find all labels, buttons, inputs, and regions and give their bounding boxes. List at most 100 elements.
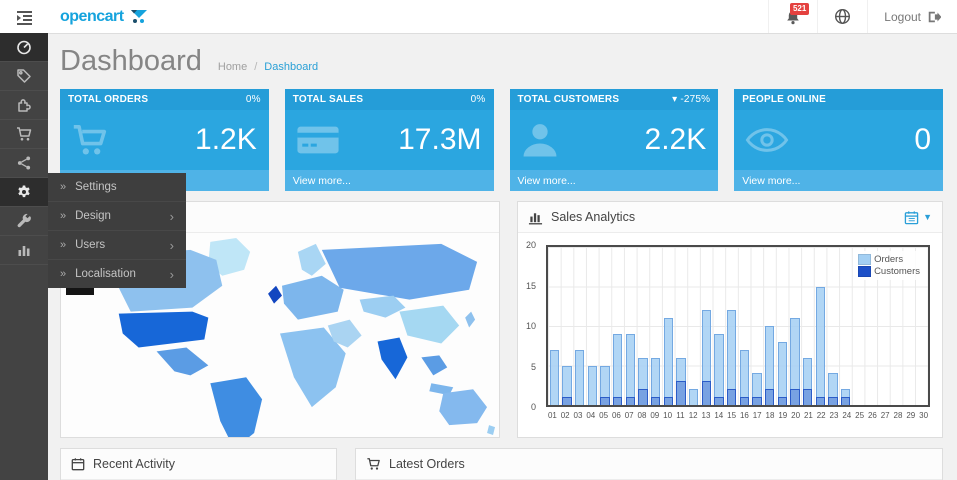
flyout-item-settings[interactable]: » Settings [48,173,186,201]
shopping-cart-icon [366,457,381,471]
recent-activity-header: Recent Activity [61,449,336,480]
bar-customers-19 [777,397,788,405]
sales-analytics-panel: Sales Analytics ▼ 0 5 10 15 20 Order [517,201,943,438]
x-axis-tick: 03 [573,411,583,420]
bar-customers-09 [650,397,661,405]
sales-chart-plot: Orders Customers [546,245,930,407]
system-flyout-menu: » Settings » Design › » Users › » Locali… [48,173,186,295]
x-axis-tick: 19 [778,411,788,420]
bar-customers-22 [815,397,826,405]
tile-people-online: PEOPLE ONLINE 0 View more... [734,89,943,191]
x-axis-tick: 02 [560,411,570,420]
logout-label: Logout [884,9,921,24]
sales-chart-ylabels: 0 5 10 15 20 [520,240,540,412]
tile-change: -275% [680,94,711,105]
bar-customers-05 [600,397,610,405]
bar-customers-13 [701,381,712,405]
catalog-tag-icon [16,68,32,84]
x-axis-tick: 07 [624,411,634,420]
chart-legend: Orders Customers [854,251,924,280]
bottom-row: Recent Activity Latest Orders [60,448,943,480]
x-axis-tick: 15 [727,411,737,420]
flyout-item-users[interactable]: » Users › [48,230,186,259]
bar-customers-17 [752,397,762,405]
tile-value: 1.2K [195,123,257,156]
sales-analytics-header: Sales Analytics ▼ [518,202,942,233]
y-axis-tick: 20 [525,240,536,250]
tile-change: 0% [470,94,486,105]
bar-orders-17 [752,373,762,405]
bar-orders-07 [625,333,636,405]
sidebar-item-catalog[interactable] [0,62,48,91]
tile-label: TOTAL CUSTOMERS [517,94,620,105]
sales-analytics-chart: 0 5 10 15 20 Orders Customers [518,233,942,437]
sidebar-item-sales[interactable] [0,120,48,149]
flyout-item-localisation[interactable]: » Localisation › [48,259,186,288]
sidebar-item-extensions[interactable] [0,91,48,120]
shopping-cart-icon [70,122,116,158]
date-range-button[interactable]: ▼ [904,210,932,225]
header-actions: 521 Logout [768,0,957,33]
view-more-link[interactable]: View more... [734,170,943,191]
panel-title: Recent Activity [93,457,175,471]
breadcrumb-home-link[interactable]: Home [217,61,248,73]
panel-title: Sales Analytics [551,210,636,224]
tile-value: 2.2K [644,123,707,156]
sidebar-item-system[interactable] [0,178,48,207]
bar-orders-24 [840,389,851,405]
calendar-icon [71,457,85,471]
tile-label: TOTAL SALES [292,94,364,105]
x-axis-tick: 12 [688,411,698,420]
reports-chart-icon [16,242,32,258]
opencart-cart-icon [128,9,152,24]
page-header: Dashboard Home / Dashboard [60,35,943,87]
x-axis-tick: 22 [816,411,826,420]
x-axis-tick: 29 [906,411,916,420]
sidebar-item-marketing[interactable] [0,149,48,178]
sidebar-item-tools[interactable] [0,207,48,236]
caret-down-icon: ▼ [923,212,932,222]
bar-orders-21 [802,357,813,405]
eye-icon [744,125,790,155]
x-axis-tick: 09 [650,411,660,420]
menu-toggle-button[interactable] [0,0,48,33]
y-axis-tick: 0 [530,402,536,412]
x-axis-tick: 30 [919,411,929,420]
logout-button[interactable]: Logout [867,0,957,33]
tile-total-orders: TOTAL ORDERS 0% 1.2K View more... [60,89,269,191]
x-axis-tick: 18 [765,411,775,420]
legend-swatch-customers [858,266,872,277]
flyout-item-design[interactable]: » Design › [48,201,186,230]
sidebar-nav [0,33,48,480]
flyout-item-label: Users [75,239,106,251]
notifications-button[interactable]: 521 [768,0,817,33]
x-axis-tick: 24 [842,411,852,420]
bar-orders-22 [815,286,826,405]
stat-tiles-row: TOTAL ORDERS 0% 1.2K View more... TOTAL … [60,89,943,191]
system-gear-icon [16,184,32,200]
bar-orders-08 [638,357,648,405]
tile-total-sales: TOTAL SALES 0% 17.3M View more... [284,89,494,191]
view-more-link[interactable]: View more... [509,170,719,191]
opencart-logo[interactable]: opencart [48,0,152,33]
breadcrumb-separator: / [254,61,258,73]
language-button[interactable] [817,0,867,33]
top-header: opencart 521 Logout [0,0,957,34]
world-map [61,233,499,437]
x-axis-tick: 06 [611,411,621,420]
notifications-badge: 521 [789,3,810,15]
view-more-link[interactable]: View more... [284,170,494,191]
sidebar-item-dashboard[interactable] [0,33,48,62]
bar-customers-10 [663,397,674,405]
bar-customers-15 [726,389,737,405]
sidebar-item-reports[interactable] [0,236,48,265]
breadcrumb-current-link[interactable]: Dashboard [264,61,319,73]
bar-orders-05 [600,365,610,405]
x-axis-tick: 05 [599,411,609,420]
x-axis-tick: 23 [829,411,839,420]
x-axis-tick: 04 [586,411,596,420]
tile-change: 0% [245,94,261,105]
x-axis-tick: 16 [739,411,749,420]
chevron-right-icon: › [169,208,174,224]
sales-cart-icon [16,126,32,142]
